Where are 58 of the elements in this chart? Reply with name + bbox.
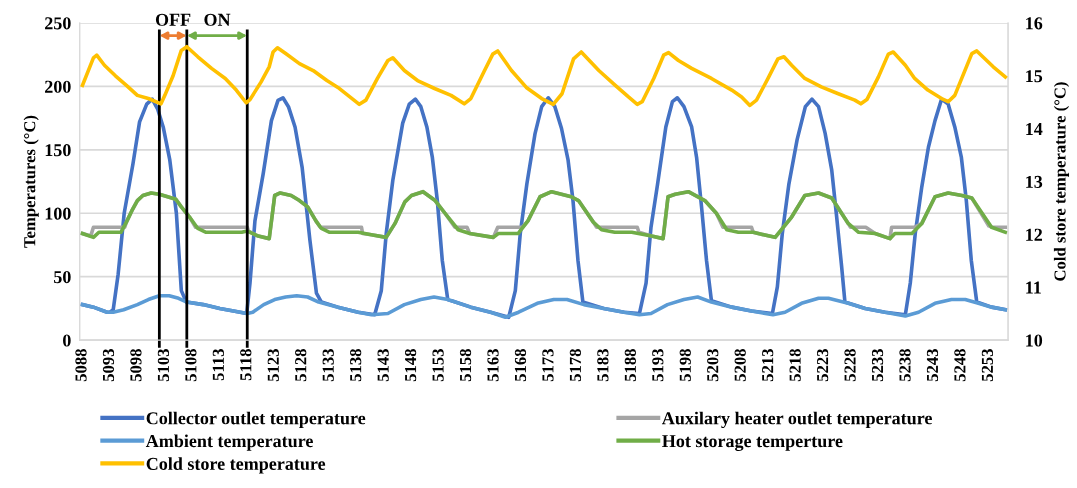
annotation: ON	[204, 13, 231, 26]
y2-axis-title: Cold store temperature (°C)	[1053, 82, 1070, 281]
x-tick-label: 5238	[899, 349, 911, 382]
x-tick-label: 5088	[75, 349, 87, 382]
x-tick-label: 5218	[789, 349, 801, 382]
y2-tick-label: 14	[1026, 123, 1043, 135]
x-tick-label: 5248	[954, 349, 966, 382]
x-tick-label: 5143	[377, 349, 389, 382]
y2-tick-label: 16	[1026, 17, 1043, 30]
x-tick-label: 5233	[871, 349, 884, 382]
y2-tick-label: 15	[1026, 70, 1043, 83]
x-tick-label: 5123	[267, 349, 279, 382]
x-tick-label: 5098	[130, 349, 142, 382]
x-tick-label: 5168	[514, 349, 527, 382]
x-tick-label: 5103	[157, 349, 170, 382]
x-tick-label: 5228	[844, 349, 856, 382]
x-tick-label: 5243	[926, 349, 939, 382]
y-tick-label: 50	[54, 270, 71, 284]
y-axis-title: Temperatures (°C)	[23, 115, 39, 248]
y2-tick-label: 13	[1026, 175, 1043, 188]
x-tick-label: 5118	[240, 349, 252, 381]
y2-tick-label: 11	[1026, 281, 1041, 294]
y2-tick-label: 12	[1026, 228, 1043, 241]
x-tick-label: 5113	[212, 349, 224, 381]
line-series	[80, 44, 1008, 108]
x-tick-label: 5173	[542, 349, 554, 382]
y2-tick-label: 10	[1026, 334, 1043, 347]
x-tick-label: 5213	[762, 349, 774, 382]
line-series	[80, 293, 1008, 320]
x-tick-label: 5138	[350, 349, 362, 382]
y-tick-label: 100	[45, 207, 71, 220]
x-tick-label: 5253	[981, 349, 994, 382]
x-tick-label: 5158	[459, 349, 472, 382]
x-tick-label: 5133	[322, 349, 334, 382]
x-tick-label: 5188	[624, 349, 636, 382]
annotation: OFF	[155, 13, 191, 26]
x-tick-label: 5203	[707, 349, 719, 382]
x-tick-label: 5163	[487, 349, 499, 382]
x-tick-label: 5148	[404, 349, 417, 382]
x-tick-label: 5198	[679, 349, 691, 382]
x-tick-label: 5108	[185, 349, 197, 382]
x-tick-label: 5208	[734, 349, 746, 382]
y-tick-label: 200	[45, 80, 71, 93]
x-tick-label: 5093	[102, 349, 115, 382]
x-tick-label: 5153	[432, 349, 444, 382]
x-tick-label: 5178	[569, 349, 582, 382]
legend-label: Auxilary heater outlet temperature	[661, 411, 932, 429]
x-tick-label: 5193	[652, 349, 664, 382]
legend-label: Hot storage temperture	[662, 435, 843, 452]
x-tick-label: 5183	[597, 349, 609, 382]
legend-label: Cold store temperature	[146, 457, 326, 474]
legend-label: Collector outlet temperature	[146, 411, 366, 429]
y-tick-label: 250	[45, 17, 71, 30]
legend-label: Ambient temperature	[145, 434, 313, 451]
y-tick-label: 150	[45, 144, 71, 157]
y-tick-label: 0	[63, 334, 71, 347]
x-tick-label: 5128	[295, 349, 307, 382]
x-tick-label: 5223	[817, 349, 829, 382]
